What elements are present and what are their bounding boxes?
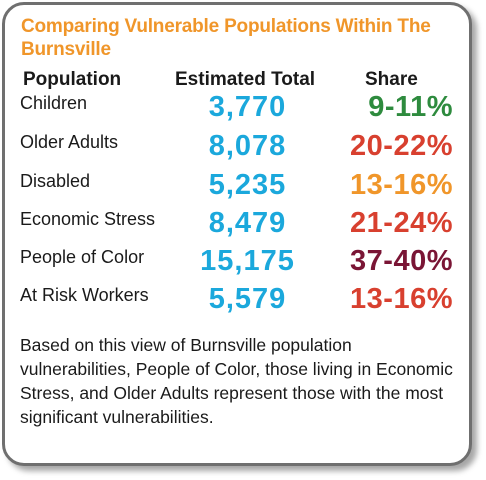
table-row: Disabled 5,235 13-16% xyxy=(5,169,469,207)
table-row: Economic Stress 8,479 21-24% xyxy=(5,207,469,245)
card-title: Comparing Vulnerable Populations Within … xyxy=(21,16,431,60)
population-label: Older Adults xyxy=(20,132,119,152)
share-value: 13-16% xyxy=(350,283,453,315)
column-header-share: Share xyxy=(365,69,418,90)
share-value: 20-22% xyxy=(350,130,453,162)
table-row: Older Adults 8,078 20-22% xyxy=(5,130,469,168)
population-label: People of Color xyxy=(20,247,145,267)
summary-note: Based on this view of Burnsville populat… xyxy=(20,335,453,427)
table-row: At Risk Workers 5,579 13-16% xyxy=(5,283,469,321)
estimated-total-value: 8,479 xyxy=(208,207,287,239)
population-label: Disabled xyxy=(20,171,91,191)
info-card: Comparing Vulnerable Populations Within … xyxy=(2,2,472,466)
estimated-total-value: 3,770 xyxy=(208,91,287,123)
table-row: Children 3,770 9-11% xyxy=(5,91,469,129)
share-value: 21-24% xyxy=(350,207,453,239)
estimated-total-value: 5,579 xyxy=(208,283,287,315)
share-value: 9-11% xyxy=(368,91,453,123)
estimated-total-value: 15,175 xyxy=(200,245,295,277)
population-label: Economic Stress xyxy=(20,209,156,229)
population-label: At Risk Workers xyxy=(20,285,149,305)
column-header-population: Population xyxy=(23,69,122,90)
population-label: Children xyxy=(20,93,88,113)
share-value: 37-40% xyxy=(350,245,453,277)
column-header-estimated-total: Estimated Total xyxy=(175,69,316,90)
estimated-total-value: 5,235 xyxy=(208,169,287,201)
table-row: People of Color 15,175 37-40% xyxy=(5,245,469,283)
estimated-total-value: 8,078 xyxy=(208,130,287,162)
share-value: 13-16% xyxy=(350,169,453,201)
